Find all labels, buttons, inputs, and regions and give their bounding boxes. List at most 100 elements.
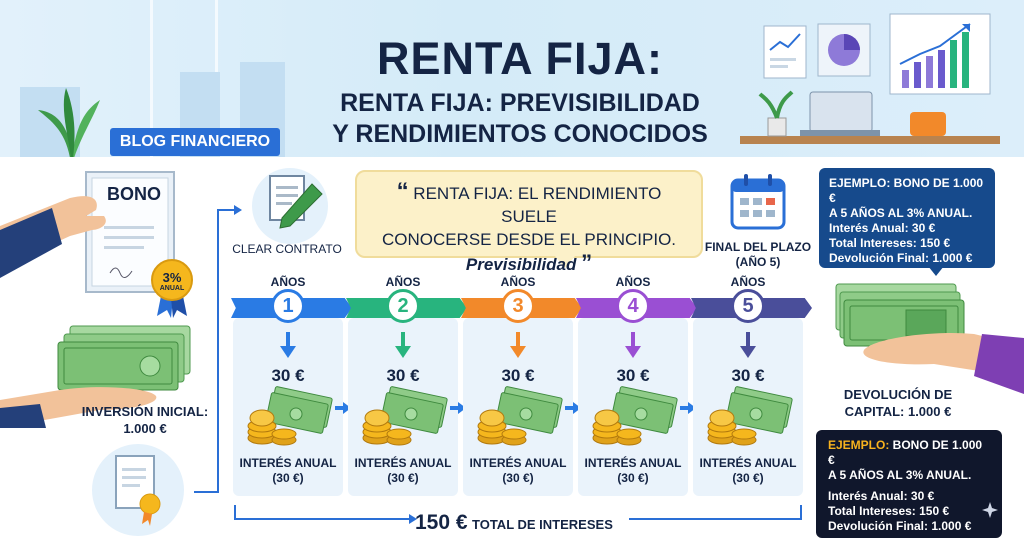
total-interest-amount: 150 €: [415, 511, 468, 534]
coins-bills-icon: [362, 386, 448, 446]
annual-interest-value: (30 €): [502, 471, 534, 485]
annual-interest-value: (30 €): [617, 471, 649, 485]
year-number: 4: [616, 289, 650, 323]
term-end-label: FINAL DEL PLAZO: [704, 240, 812, 254]
quote-close-mark: ”: [581, 250, 593, 275]
page-title: RENTA FIJA:: [377, 33, 663, 84]
quote-emphasis: Previsibilidad: [465, 255, 577, 274]
coins-bills-icon: [477, 386, 563, 446]
office-illustration: [740, 13, 1000, 144]
down-arrow-icon: [395, 332, 411, 358]
year-label: AÑOS: [500, 275, 536, 289]
initial-investment: INVERSIÓN INICIAL: 1.000 €: [70, 403, 220, 437]
total-bracket: [234, 505, 802, 524]
right-arrow-icon: [450, 402, 466, 414]
header-banner: RENTA FIJA: RENTA FIJA: PREVISIBILIDAD Y…: [0, 0, 1024, 157]
quote-box: [355, 170, 703, 258]
down-arrow-icon: [625, 332, 641, 358]
total-interest-label: TOTAL DE INTERESES: [472, 517, 613, 532]
example-top-pointer: [928, 266, 944, 276]
coins-bills-icon: [247, 386, 333, 446]
annual-amount: 30 €: [501, 366, 535, 385]
annual-interest-caption: INTERÉS ANUAL (30 €): [693, 456, 803, 486]
year-label: AÑOS: [730, 275, 766, 289]
quote-pointer: [555, 256, 575, 268]
example-top-line-3: Interés Anual: 30 €: [829, 221, 936, 235]
year-label: AÑOS: [385, 275, 421, 289]
annual-interest-caption: INTERÉS ANUAL (30 €): [463, 456, 573, 486]
annual-interest-caption: INTERÉS ANUAL (30 €): [233, 456, 343, 486]
plant-icon: [38, 88, 100, 157]
year-label: AÑOS: [270, 275, 306, 289]
annual-interest-value: (30 €): [732, 471, 764, 485]
subtitle-line-2: Y RENDIMIENTOS CONOCIDOS: [332, 120, 708, 148]
right-arrow-icon: [335, 402, 351, 414]
annual-amount: 30 €: [731, 366, 765, 385]
annual-interest-label: INTERÉS ANUAL: [699, 456, 797, 470]
down-arrow-icon: [280, 332, 296, 358]
example-bottom-line-4: Total Intereses: 150 €: [828, 504, 950, 518]
example-bottom-line-3: Interés Anual: 30 €: [828, 489, 935, 503]
quote-text: “ RENTA FIJA: EL RENDIMIENTO SUELE CONOC…: [368, 180, 690, 276]
quote-open-mark: “: [396, 178, 409, 205]
example-top-line-5: Devolución Final: 1.000 €: [829, 251, 973, 265]
flow-connector: [194, 205, 242, 493]
term-end-year: (AÑO 5): [735, 255, 781, 269]
subtitle-line-1: RENTA FIJA: PREVISIBILIDAD: [340, 89, 700, 117]
return-capital-value: CAPITAL: 1.000 €: [844, 404, 952, 419]
coins-bills-icon: [707, 386, 793, 446]
return-capital-label: DEVOLUCIÓN DE: [843, 387, 953, 402]
annual-interest-label: INTERÉS ANUAL: [584, 456, 682, 470]
contract-pen-icon: [252, 168, 328, 244]
annual-interest-caption: INTERÉS ANUAL (30 €): [578, 456, 688, 486]
sparkle-icon: [982, 502, 998, 518]
seal-rate: 3%: [162, 270, 182, 285]
blog-tag: BLOG FINANCIERO: [110, 128, 280, 156]
annual-interest-label: INTERÉS ANUAL: [469, 456, 567, 470]
annual-amount: 30 €: [271, 366, 305, 385]
example-bottom-line-5: Devolución Final: 1.000 €: [828, 519, 972, 533]
example-top-line-2: A 5 AÑOS AL 3% ANUAL.: [829, 206, 973, 220]
annual-interest-value: (30 €): [272, 471, 304, 485]
annual-interest-value: (30 €): [387, 471, 419, 485]
year-number: 3: [501, 289, 535, 323]
page-subtitle: RENTA FIJA: PREVISIBILIDAD Y RENDIMIENTO…: [275, 88, 765, 150]
down-arrow-icon: [510, 332, 526, 358]
hand-banknotes-icon: [835, 283, 1024, 394]
example-box-bottom: EJEMPLO: BONO DE 1.000 € A 5 AÑOS AL 3% …: [816, 430, 1002, 538]
coins-bills-icon: [592, 386, 678, 446]
example-top-line-1: EJEMPLO: BONO DE 1.000 €: [829, 176, 984, 205]
right-arrow-icon: [680, 402, 696, 414]
window-frame: [150, 0, 153, 157]
document-seal-icon: [92, 444, 184, 536]
year-number: 2: [386, 289, 420, 323]
initial-investment-value: 1.000 €: [123, 421, 167, 436]
calendar-icon: [730, 174, 786, 230]
year-number: 1: [271, 289, 305, 323]
seal-icon: [151, 259, 193, 318]
annual-interest-label: INTERÉS ANUAL: [239, 456, 337, 470]
example-bottom-prefix: EJEMPLO:: [828, 438, 890, 452]
annual-amount: 30 €: [386, 366, 420, 385]
initial-investment-label: INVERSIÓN INICIAL:: [81, 404, 209, 419]
annual-interest-caption: INTERÉS ANUAL (30 €): [348, 456, 458, 486]
banknotes-icon: [0, 325, 191, 428]
total-interest: 150 € TOTAL DE INTERESES: [415, 511, 613, 535]
annual-amount: 30 €: [616, 366, 650, 385]
contract-label: CLEAR CONTRATO: [232, 242, 342, 256]
certificate-title: BONO: [107, 184, 161, 204]
seal-rate-sub: ANUAL: [159, 285, 185, 292]
example-top-line-4: Total Intereses: 150 €: [829, 236, 951, 250]
year-label: AÑOS: [615, 275, 651, 289]
example-bottom-line-1: BONO DE 1.000 €: [828, 438, 983, 467]
quote-line-2: CONOCERSE DESDE EL PRINCIPIO.: [381, 230, 677, 249]
annual-interest-label: INTERÉS ANUAL: [354, 456, 452, 470]
return-capital: DEVOLUCIÓN DE CAPITAL: 1.000 €: [828, 386, 968, 420]
term-end: FINAL DEL PLAZO (AÑO 5): [700, 240, 816, 270]
right-arrow-icon: [565, 402, 581, 414]
example-bottom-line-2: A 5 AÑOS AL 3% ANUAL.: [828, 468, 972, 482]
example-box-top: EJEMPLO: BONO DE 1.000 € A 5 AÑOS AL 3% …: [819, 168, 995, 268]
year-number: 5: [731, 289, 765, 323]
hand-certificate-icon: [0, 171, 175, 293]
quote-line-1: RENTA FIJA: EL RENDIMIENTO SUELE: [413, 184, 662, 226]
